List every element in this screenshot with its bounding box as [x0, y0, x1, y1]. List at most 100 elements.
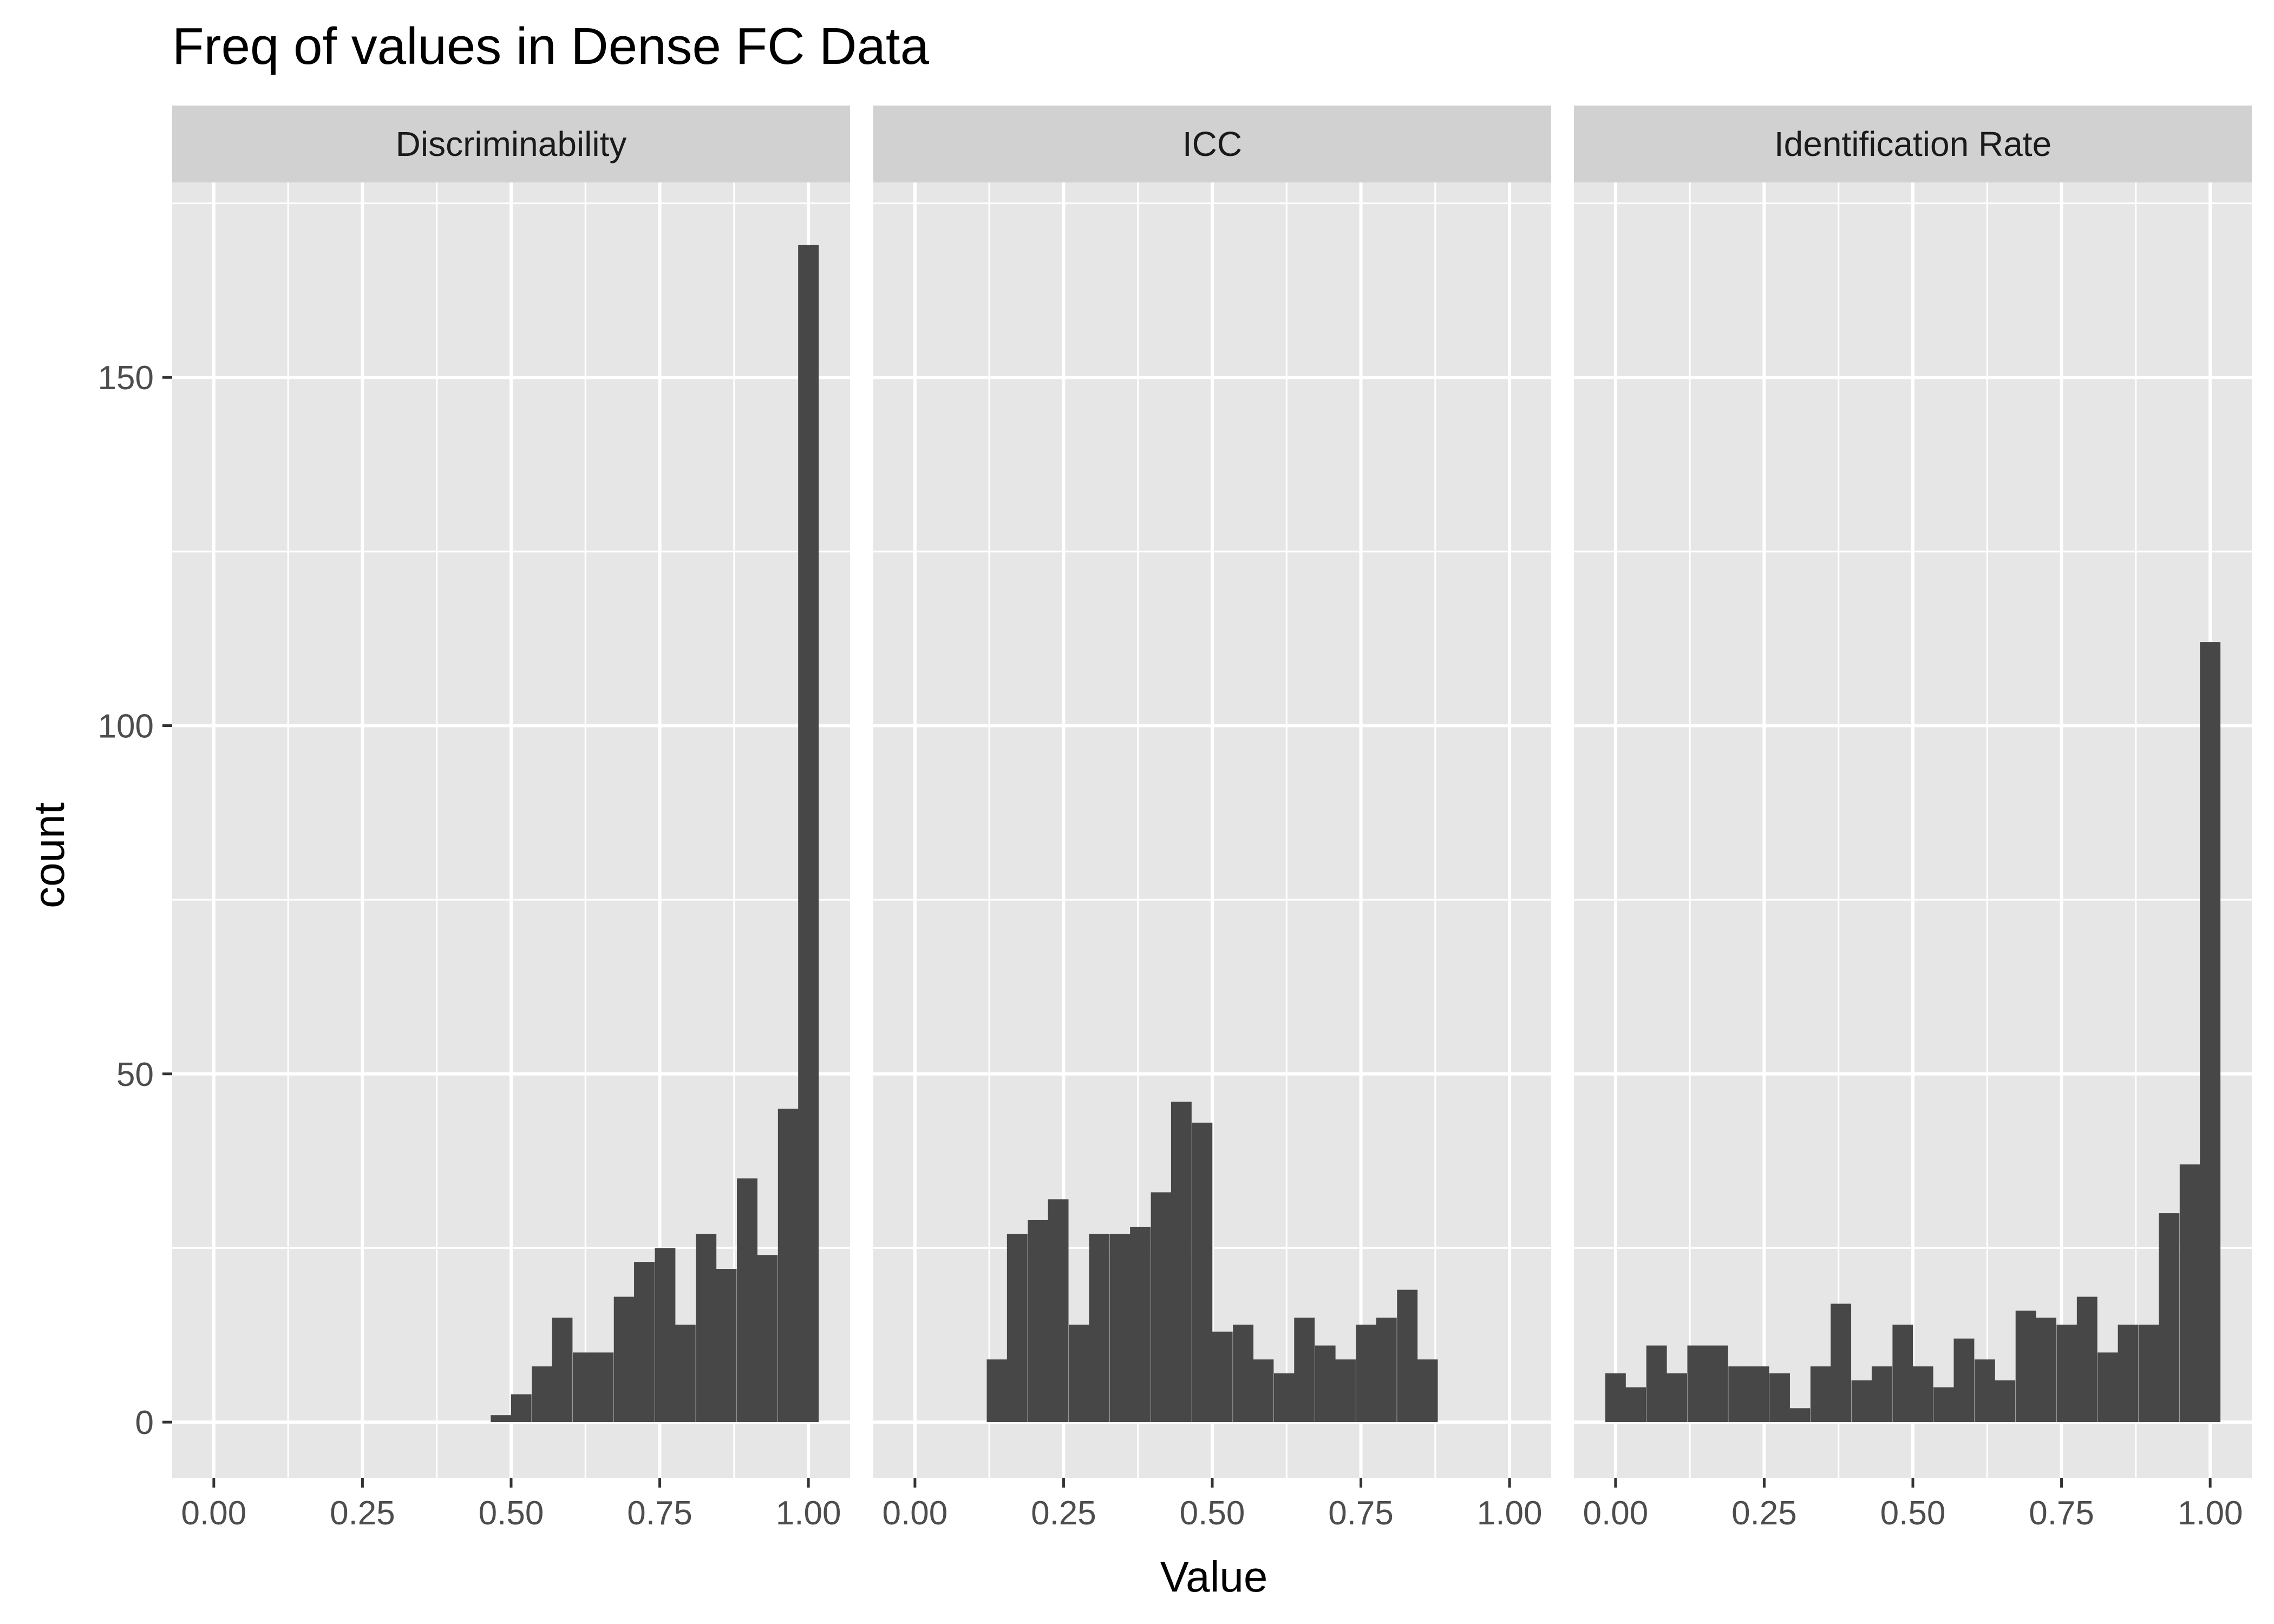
histogram-bar: [1625, 1387, 1646, 1423]
histogram-bar: [1130, 1227, 1151, 1423]
histogram-bar: [1748, 1366, 1769, 1423]
histogram-bar: [1789, 1408, 1811, 1423]
x-tick-label: 1.00: [1477, 1495, 1543, 1532]
histogram-bar: [798, 245, 819, 1423]
x-tick-label: 0.50: [1180, 1495, 1245, 1532]
histogram-bar: [2159, 1213, 2180, 1423]
histogram-bar: [1687, 1345, 1708, 1423]
histogram-bar: [1089, 1234, 1110, 1423]
histogram-bar: [1028, 1220, 1049, 1423]
histogram-bar: [2056, 1324, 2077, 1423]
histogram-bar: [1212, 1331, 1233, 1423]
y-axis-title: count: [25, 802, 73, 908]
histogram-bar: [1233, 1324, 1254, 1423]
histogram-bar: [2200, 642, 2221, 1423]
facet-panel: ICC 0.00 0.25 0.50 0.75 1.00: [873, 106, 1551, 1532]
x-tick-label: 0.25: [1731, 1495, 1797, 1532]
x-axis-title: Value: [1160, 1553, 1268, 1601]
histogram-bar: [1335, 1359, 1356, 1423]
y-tick-label: 50: [116, 1056, 154, 1093]
histogram-bar: [1192, 1122, 1213, 1423]
x-tick-label: 0.50: [1880, 1495, 1946, 1532]
histogram-bar: [2015, 1311, 2036, 1423]
histogram-bar: [1315, 1345, 1336, 1423]
histogram-bar: [1933, 1387, 1955, 1423]
histogram-bar: [1892, 1324, 1913, 1423]
histogram-bar: [2118, 1324, 2139, 1423]
histogram-bar: [1831, 1304, 1852, 1423]
x-tick-label: 0.25: [330, 1495, 395, 1532]
facet-strip: [873, 106, 1551, 182]
x-tick-label: 0.75: [1328, 1495, 1394, 1532]
chart-title: Freq of values in Dense FC Data: [172, 17, 930, 75]
histogram-bar: [1417, 1359, 1438, 1423]
y-axis: 0 50 100 150: [98, 359, 172, 1442]
histogram-bar: [2139, 1324, 2159, 1423]
histogram-bar: [1953, 1338, 1975, 1423]
facet-strip-label: Discriminability: [396, 125, 627, 163]
histogram-bar: [552, 1318, 573, 1423]
histogram-bar: [634, 1262, 655, 1423]
histogram-bar: [1171, 1102, 1192, 1423]
histogram-bar: [655, 1248, 676, 1423]
histogram-bar: [1707, 1345, 1728, 1423]
histogram-bar: [777, 1109, 799, 1423]
x-tick-label: 1.00: [776, 1495, 841, 1532]
facet-panels: Discriminability 0.00 0.25 0.50 0.75 1.00 ICC 0…: [172, 106, 2252, 1532]
facet-panel: Identification Rate 0.00 0.25 0.50 0.75 1.00: [1574, 106, 2252, 1532]
x-tick-label: 0.50: [479, 1495, 544, 1532]
facet-strip: [1574, 106, 2252, 182]
histogram-bar: [1069, 1324, 1089, 1423]
histogram-bar: [1974, 1359, 1995, 1423]
histogram-bar: [1728, 1366, 1749, 1423]
histogram-bar: [1810, 1366, 1831, 1423]
histogram-bar: [1995, 1380, 2016, 1423]
histogram-bar: [1646, 1345, 1667, 1423]
histogram-bar: [986, 1359, 1008, 1423]
histogram-bar: [491, 1415, 512, 1423]
facet-strip-label: ICC: [1182, 125, 1242, 163]
histogram-bar: [1151, 1192, 1172, 1423]
histogram-bar: [2076, 1296, 2097, 1423]
histogram-bar: [1397, 1289, 1418, 1423]
x-tick-label: 0.00: [1583, 1495, 1649, 1532]
x-tick-label: 0.25: [1031, 1495, 1096, 1532]
y-tick-label: 0: [135, 1404, 154, 1442]
histogram-bar: [1109, 1234, 1131, 1423]
y-tick-label: 150: [98, 359, 154, 397]
facet-strip: [172, 106, 850, 182]
histogram-bar: [1356, 1324, 1377, 1423]
histogram-bar: [532, 1366, 553, 1423]
histogram-bar: [757, 1255, 778, 1423]
x-tick-label: 0.75: [2029, 1495, 2094, 1532]
histogram-bar: [1253, 1359, 1274, 1423]
histogram-bar: [2179, 1164, 2200, 1423]
x-tick-label: 0.00: [883, 1495, 948, 1532]
facet-strip-label: Identification Rate: [1774, 125, 2051, 163]
histogram-bar: [1851, 1380, 1872, 1423]
x-tick-label: 1.00: [2178, 1495, 2243, 1532]
histogram-bar: [737, 1178, 757, 1423]
histogram-bar: [613, 1296, 635, 1423]
y-tick-label: 100: [98, 708, 154, 745]
x-tick-label: 0.00: [181, 1495, 247, 1532]
histogram-bar: [1294, 1318, 1315, 1423]
histogram-bar: [696, 1234, 717, 1423]
histogram-bar: [1871, 1366, 1892, 1423]
histogram-bar: [1007, 1234, 1028, 1423]
histogram-bar: [1667, 1373, 1687, 1423]
histogram-bar: [716, 1269, 737, 1423]
histogram-bar: [1912, 1366, 1933, 1423]
histogram-bar: [511, 1394, 532, 1423]
histogram-bar: [1769, 1373, 1790, 1423]
histogram-bar: [1273, 1373, 1295, 1423]
histogram-bar: [2036, 1318, 2056, 1423]
histogram-bar: [2097, 1352, 2119, 1423]
x-tick-label: 0.75: [627, 1495, 692, 1532]
histogram-bar: [593, 1352, 614, 1423]
histogram-bar: [572, 1352, 593, 1423]
facet-panel: Discriminability 0.00 0.25 0.50 0.75 1.00: [172, 106, 850, 1532]
histogram-bar: [1048, 1199, 1069, 1423]
histogram-bar: [675, 1324, 696, 1423]
